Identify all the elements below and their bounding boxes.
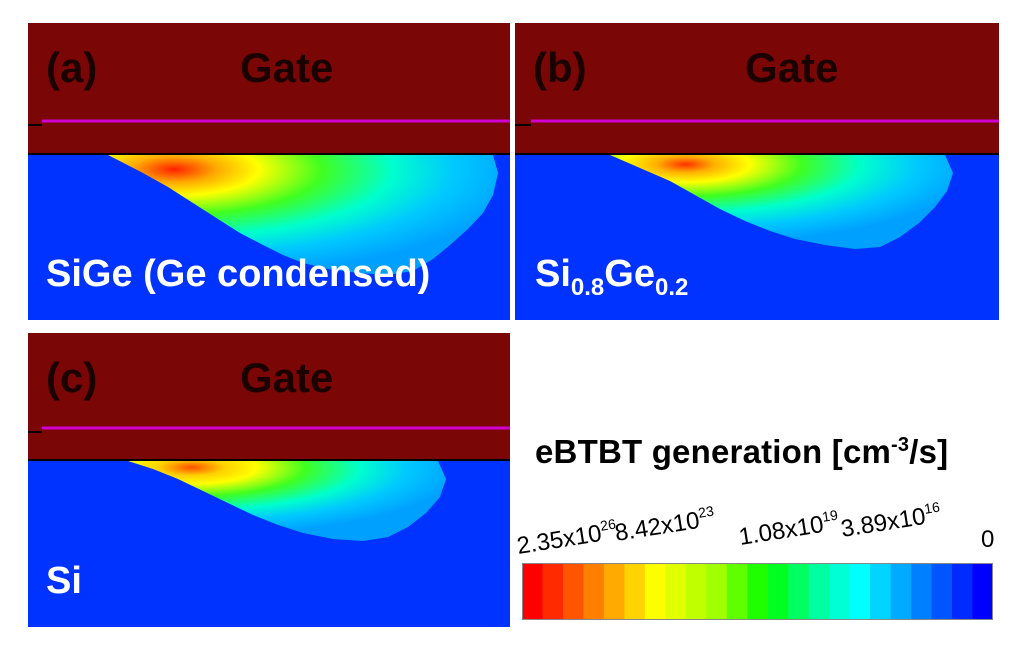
- colorbar-swatch: [808, 563, 830, 620]
- colorbar-swatch: [911, 563, 933, 620]
- eBTBT-generation-region: [128, 461, 446, 541]
- colorbar-border: [522, 563, 993, 620]
- colorbar-swatch: [767, 563, 789, 620]
- panel-letter: (b): [533, 44, 587, 91]
- gate-label: Gate: [240, 44, 334, 91]
- tick-label: 3.89x1016: [838, 498, 941, 543]
- colorbar-swatch: [890, 563, 912, 620]
- eBTBT-generation-region: [610, 155, 953, 249]
- panel-letter: (c): [46, 354, 98, 401]
- material-label: Si0.8Ge0.2: [535, 253, 689, 301]
- device-cross-section: [515, 23, 999, 320]
- colorbar-swatch: [603, 563, 625, 620]
- panel-c: (c) Gate Si: [28, 333, 510, 627]
- panel-b: (b) Gate Si0.8Ge0.2: [515, 23, 999, 320]
- gate-region: [515, 23, 999, 155]
- colorbar-swatch: [583, 563, 605, 620]
- colorbar-swatch: [849, 563, 871, 620]
- colorbar-swatch: [972, 563, 993, 620]
- material-label: Si: [46, 560, 82, 602]
- colorbar-swatch: [726, 563, 748, 620]
- colorbar-swatch: [644, 563, 666, 620]
- tick-label: 0: [981, 526, 995, 553]
- colorbar-swatch: [870, 563, 892, 620]
- material-label: SiGe (Ge condensed): [46, 253, 431, 295]
- colorbar-swatch: [747, 563, 769, 620]
- colorbar-swatch: [542, 563, 564, 620]
- colorbar-legend: eBTBT generation [cm-3/s] 2.35x1026 8.42…: [515, 333, 999, 627]
- tick-label: 1.08x1019: [736, 506, 839, 551]
- colorbar-swatch: [685, 563, 707, 620]
- colorbar: [522, 563, 993, 620]
- device-cross-section: [28, 333, 510, 627]
- eBTBT-generation-region: [108, 155, 498, 275]
- device-cross-section: [28, 23, 510, 320]
- colorbar-swatch: [829, 563, 851, 620]
- colorbar-swatch: [624, 563, 646, 620]
- tick-label: 8.42x1023: [612, 502, 715, 547]
- gate-label: Gate: [745, 44, 839, 91]
- gate-region: [28, 23, 510, 155]
- colorbar-swatch: [952, 563, 974, 620]
- legend-title: eBTBT generation [cm-3/s]: [535, 433, 949, 470]
- colorbar-swatch: [931, 563, 953, 620]
- colorbar-swatch: [665, 563, 687, 620]
- colorbar-swatch: [562, 563, 585, 620]
- tick-label: 2.35x1026: [514, 515, 617, 560]
- panel-a: (a) Gate SiGe (Ge condensed): [28, 23, 510, 320]
- colorbar-swatch: [706, 563, 728, 620]
- panel-letter: (a): [46, 44, 98, 91]
- gate-label: Gate: [240, 354, 334, 401]
- colorbar-swatch: [522, 563, 544, 620]
- colorbar-swatch: [788, 563, 810, 620]
- gate-region: [28, 333, 510, 461]
